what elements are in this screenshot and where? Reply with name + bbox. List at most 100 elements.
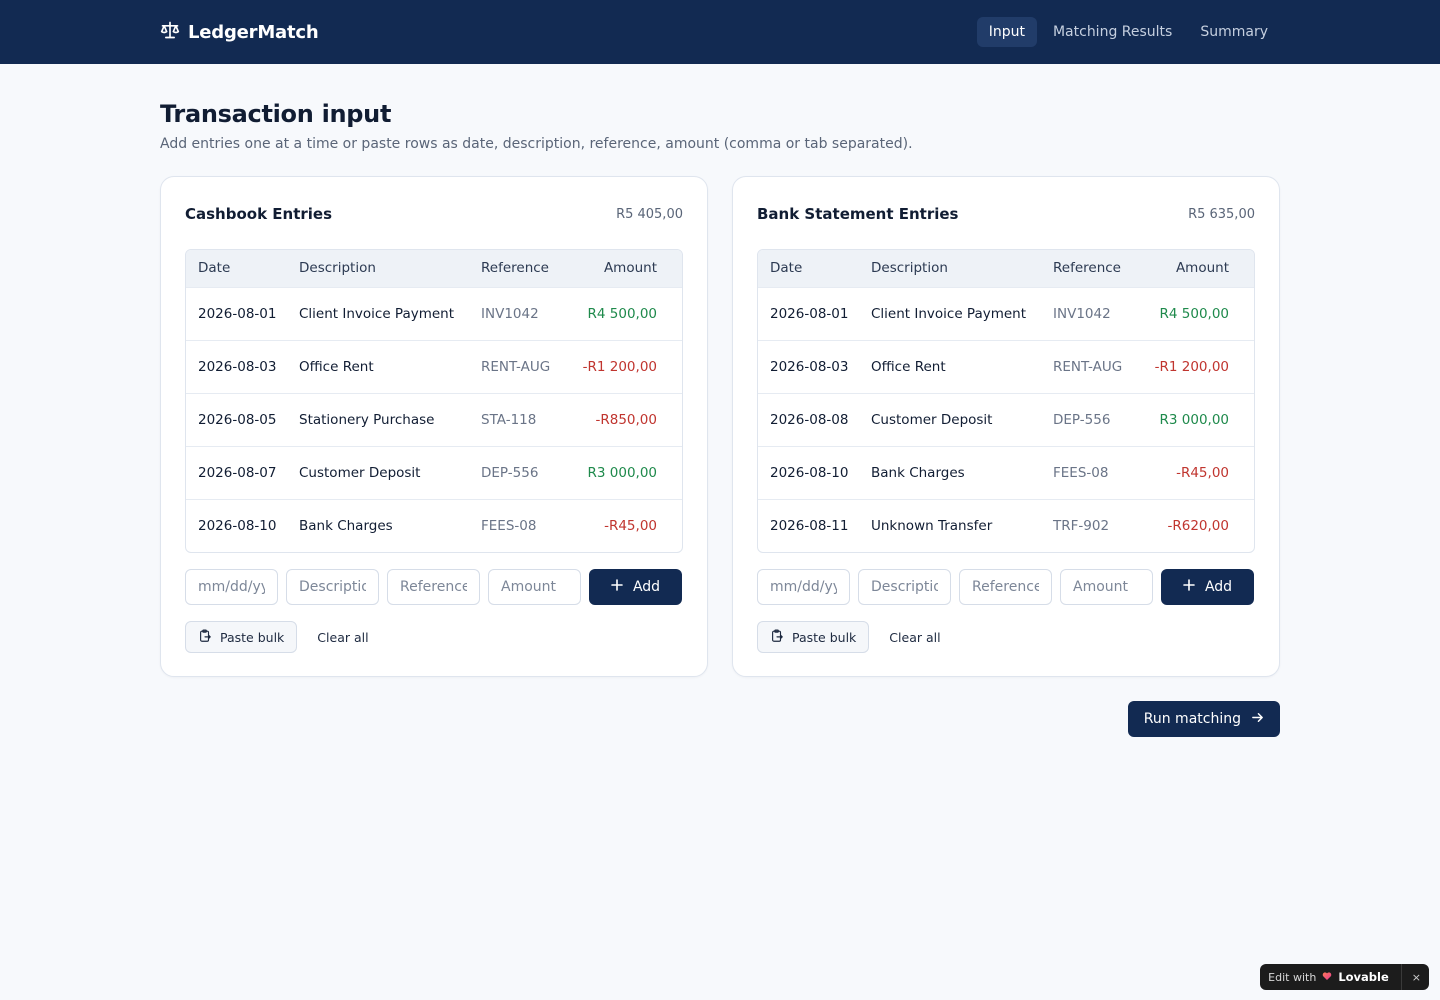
- reference-input[interactable]: [387, 569, 480, 605]
- column-header-reference: Reference: [1053, 260, 1121, 277]
- amount-input[interactable]: [1060, 569, 1153, 605]
- entry-reference: FEES-08: [1041, 445, 1141, 499]
- clipboard-icon: [770, 628, 784, 646]
- panels: Cashbook Entries R5 405,00 Date Descript…: [160, 176, 1280, 677]
- heart-icon: [1322, 971, 1332, 984]
- badge-divider: [1400, 964, 1402, 990]
- entry-description: Customer Deposit: [859, 392, 1041, 446]
- close-icon[interactable]: ×: [1411, 970, 1421, 984]
- plus-icon: [611, 579, 623, 595]
- clear-all-button[interactable]: Clear all: [889, 629, 941, 645]
- delete-entry-button[interactable]: [1241, 339, 1254, 393]
- amount-input[interactable]: [488, 569, 581, 605]
- entry-reference: FEES-08: [469, 498, 569, 552]
- paste-bulk-label: Paste bulk: [792, 629, 857, 645]
- clear-all-button[interactable]: Clear all: [317, 629, 369, 645]
- column-header-reference: Reference: [481, 260, 549, 277]
- entries-table: Date Description Reference Amount 2026-0…: [757, 249, 1255, 553]
- column-header-actions: [1241, 250, 1254, 287]
- delete-entry-button[interactable]: [669, 339, 682, 393]
- reference-input[interactable]: [959, 569, 1052, 605]
- delete-entry-button[interactable]: [1241, 286, 1254, 340]
- table-row: 2026-08-10 Bank Charges FEES-08 -R45,00: [758, 445, 1254, 499]
- paste-bulk-button[interactable]: Paste bulk: [185, 621, 298, 653]
- description-input[interactable]: [858, 569, 951, 605]
- delete-entry-button[interactable]: [1241, 498, 1254, 552]
- entry-reference: RENT-AUG: [1041, 339, 1141, 393]
- bank-statement-panel: Bank Statement Entries R5 635,00 Date De…: [732, 176, 1280, 677]
- paste-bulk-button[interactable]: Paste bulk: [757, 621, 870, 653]
- add-button[interactable]: Add: [1161, 569, 1254, 605]
- entry-amount: -R45,00: [1141, 445, 1241, 499]
- entry-amount: -R45,00: [569, 498, 669, 552]
- entry-description: Stationery Purchase: [287, 392, 469, 446]
- entry-reference: DEP-556: [1041, 392, 1141, 446]
- entry-amount: R4 500,00: [1141, 286, 1241, 340]
- nav-matching-results[interactable]: Matching Results: [1052, 24, 1173, 40]
- column-header-date: Date: [770, 260, 803, 277]
- nav-summary[interactable]: Summary: [1200, 24, 1268, 40]
- entries-table: Date Description Reference Amount 2026-0…: [185, 249, 683, 553]
- table-header: Date Description Reference Amount: [758, 250, 1254, 287]
- add-button-label: Add: [632, 579, 661, 595]
- add-button-label: Add: [1204, 579, 1233, 595]
- panel-total: R5 635,00: [1188, 206, 1255, 222]
- cashbook-panel: Cashbook Entries R5 405,00 Date Descript…: [160, 176, 708, 677]
- badge-prefix: Edit with: [1268, 970, 1317, 984]
- entry-reference: STA-118: [469, 392, 569, 446]
- run-matching-label: Run matching: [1143, 711, 1241, 727]
- entry-date: 2026-08-08: [758, 392, 859, 446]
- edit-with-lovable-badge[interactable]: Edit with Lovable ×: [1260, 964, 1429, 990]
- main-nav: Input Matching Results Summary: [976, 17, 1280, 47]
- entry-amount: -R620,00: [1141, 498, 1241, 552]
- run-matching-button[interactable]: Run matching: [1127, 701, 1280, 737]
- column-header-amount: Amount: [603, 260, 657, 277]
- date-input[interactable]: [757, 569, 850, 605]
- entry-description: Office Rent: [859, 339, 1041, 393]
- delete-entry-button[interactable]: [669, 392, 682, 446]
- page-subtitle: Add entries one at a time or paste rows …: [160, 136, 913, 152]
- top-navbar: LedgerMatch Input Matching Results Summa…: [0, 0, 1440, 64]
- nav-input[interactable]: Input: [976, 17, 1037, 47]
- entry-date: 2026-08-01: [186, 286, 287, 340]
- delete-entry-button[interactable]: [1241, 392, 1254, 446]
- table-row: 2026-08-10 Bank Charges FEES-08 -R45,00: [186, 498, 682, 552]
- add-button[interactable]: Add: [589, 569, 682, 605]
- entry-amount: R4 500,00: [569, 286, 669, 340]
- date-input[interactable]: [185, 569, 278, 605]
- entry-reference: RENT-AUG: [469, 339, 569, 393]
- entry-date: 2026-08-07: [186, 445, 287, 499]
- entry-amount: R3 000,00: [1141, 392, 1241, 446]
- entry-reference: TRF-902: [1041, 498, 1141, 552]
- description-input[interactable]: [286, 569, 379, 605]
- delete-entry-button[interactable]: [669, 498, 682, 552]
- table-row: 2026-08-07 Customer Deposit DEP-556 R3 000,…: [186, 445, 682, 499]
- delete-entry-button[interactable]: [1241, 445, 1254, 499]
- entry-description: Customer Deposit: [287, 445, 469, 499]
- app-name: LedgerMatch: [188, 21, 319, 43]
- main-content: Transaction input Add entries one at a t…: [160, 64, 1280, 737]
- entry-date: 2026-08-03: [758, 339, 859, 393]
- entry-description: Unknown Transfer: [859, 498, 1041, 552]
- panel-tools: Paste bulk Clear all: [185, 621, 683, 653]
- paste-bulk-label: Paste bulk: [220, 629, 285, 645]
- delete-entry-button[interactable]: [669, 286, 682, 340]
- entry-description: Office Rent: [287, 339, 469, 393]
- column-header-description: Description: [299, 260, 376, 277]
- table-row: 2026-08-08 Customer Deposit DEP-556 R3 000,…: [758, 392, 1254, 446]
- column-header-description: Description: [871, 260, 948, 277]
- entry-date: 2026-08-11: [758, 498, 859, 552]
- table-row: 2026-08-03 Office Rent RENT-AUG -R1 200,00: [186, 339, 682, 393]
- entry-date: 2026-08-03: [186, 339, 287, 393]
- panel-title: Bank Statement Entries: [757, 205, 959, 223]
- table-row: 2026-08-01 Client Invoice Payment INV1042 R…: [758, 286, 1254, 340]
- column-header-actions: [669, 250, 682, 287]
- delete-entry-button[interactable]: [669, 445, 682, 499]
- table-row: 2026-08-11 Unknown Transfer TRF-902 -R620,0…: [758, 498, 1254, 552]
- add-entry-form: Add: [185, 569, 683, 605]
- entry-amount: R3 000,00: [569, 445, 669, 499]
- clipboard-icon: [198, 628, 212, 646]
- table-row: 2026-08-03 Office Rent RENT-AUG -R1 200,00: [758, 339, 1254, 393]
- entry-reference: INV1042: [469, 286, 569, 340]
- brand[interactable]: LedgerMatch: [160, 20, 319, 44]
